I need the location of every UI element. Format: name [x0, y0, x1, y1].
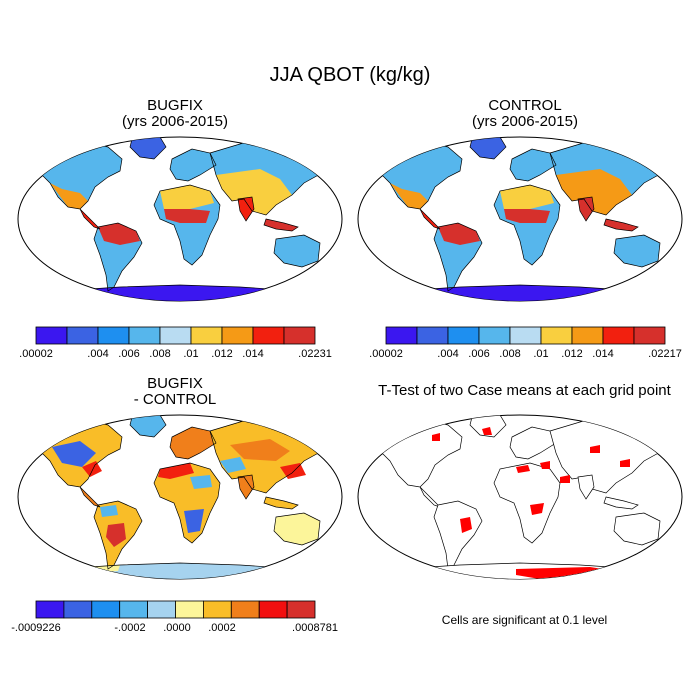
- ttest-map: [357, 414, 683, 580]
- control-colorbar-label: .008: [499, 348, 521, 360]
- bugfix-colorbar-label: .014: [242, 348, 264, 360]
- bugfix-panel-title: BUGFIX (yrs 2006-2015): [60, 98, 290, 130]
- diff-colorbar-swatch: [35, 600, 65, 619]
- bugfix-colorbar-swatch: [128, 326, 161, 345]
- bugfix-colorbar-swatch: [66, 326, 99, 345]
- control-colorbar: [385, 326, 666, 345]
- bugfix-colorbar-label: .004: [87, 348, 109, 360]
- control-colorbar-swatch: [416, 326, 449, 345]
- bugfix-title-line1: BUGFIX: [147, 97, 203, 114]
- control-colorbar-label: .01: [533, 348, 549, 360]
- bugfix-colorbar-swatch: [190, 326, 223, 345]
- control-colorbar-swatch: [478, 326, 511, 345]
- diff-colorbar-label: -.0009226: [11, 622, 61, 634]
- diff-colorbar-swatch: [258, 600, 288, 619]
- control-colorbar-label: .00002: [369, 348, 403, 360]
- diff-colorbar-label: .0000: [163, 622, 191, 634]
- control-title-line2: (yrs 2006-2015): [472, 113, 578, 130]
- ttest-panel-title: T-Test of two Case means at each grid po…: [352, 383, 697, 399]
- control-title-line1: CONTROL: [488, 97, 562, 114]
- control-colorbar-swatch: [633, 326, 666, 345]
- bugfix-colorbar-label: .00002: [19, 348, 53, 360]
- bugfix-colorbar-label: .008: [149, 348, 171, 360]
- control-colorbar-swatch: [602, 326, 635, 345]
- control-colorbar-label: .004: [437, 348, 459, 360]
- diff-colorbar-swatch: [63, 600, 93, 619]
- control-colorbar-label: .02217: [648, 348, 682, 360]
- bugfix-colorbar-swatch: [252, 326, 285, 345]
- significance-note: Cells are significant at 0.1 level: [441, 613, 608, 627]
- bugfix-colorbar-swatch: [97, 326, 130, 345]
- bugfix-colorbar-label: .006: [118, 348, 140, 360]
- diff-colorbar-swatch: [147, 600, 176, 619]
- diff-colorbar-swatch: [119, 600, 148, 619]
- control-colorbar-swatch: [385, 326, 418, 345]
- diff-colorbar-label: .0002: [208, 622, 236, 634]
- bugfix-colorbar-swatch: [159, 326, 192, 345]
- diff-title-line1: BUGFIX: [147, 375, 203, 392]
- figure-title: JJA QBOT (kg/kg): [269, 64, 431, 86]
- bugfix-map: [17, 136, 343, 302]
- bugfix-colorbar: [35, 326, 316, 345]
- bugfix-colorbar-label: .02231: [298, 348, 332, 360]
- diff-colorbar-swatch: [202, 600, 232, 619]
- control-map: [357, 136, 683, 302]
- bugfix-colorbar-label: .012: [211, 348, 233, 360]
- diff-panel-title: BUGFIX - CONTROL: [60, 376, 290, 408]
- bugfix-title-line2: (yrs 2006-2015): [122, 113, 228, 130]
- control-colorbar-swatch: [571, 326, 604, 345]
- diff-map: [17, 414, 343, 580]
- diff-colorbar-label: .0008781: [292, 622, 338, 634]
- bugfix-colorbar-swatch: [35, 326, 68, 345]
- control-colorbar-swatch: [540, 326, 573, 345]
- bugfix-colorbar-swatch: [283, 326, 316, 345]
- diff-colorbar-swatch: [175, 600, 204, 619]
- ttest-title-line1: T-Test of two Case means at each grid po…: [378, 382, 671, 399]
- control-colorbar-swatch: [447, 326, 480, 345]
- diff-colorbar-swatch: [286, 600, 316, 619]
- diff-colorbar-label: -.0002: [114, 622, 146, 634]
- control-colorbar-label: .006: [468, 348, 490, 360]
- bugfix-colorbar-swatch: [221, 326, 254, 345]
- diff-colorbar-swatch: [230, 600, 260, 619]
- control-colorbar-label: .014: [592, 348, 614, 360]
- diff-colorbar: [35, 600, 316, 619]
- diff-colorbar-swatch: [91, 600, 121, 619]
- control-panel-title: CONTROL (yrs 2006-2015): [410, 98, 640, 130]
- diff-title-line2: - CONTROL: [133, 391, 217, 408]
- control-colorbar-swatch: [509, 326, 542, 345]
- control-colorbar-label: .012: [561, 348, 583, 360]
- bugfix-colorbar-label: .01: [183, 348, 199, 360]
